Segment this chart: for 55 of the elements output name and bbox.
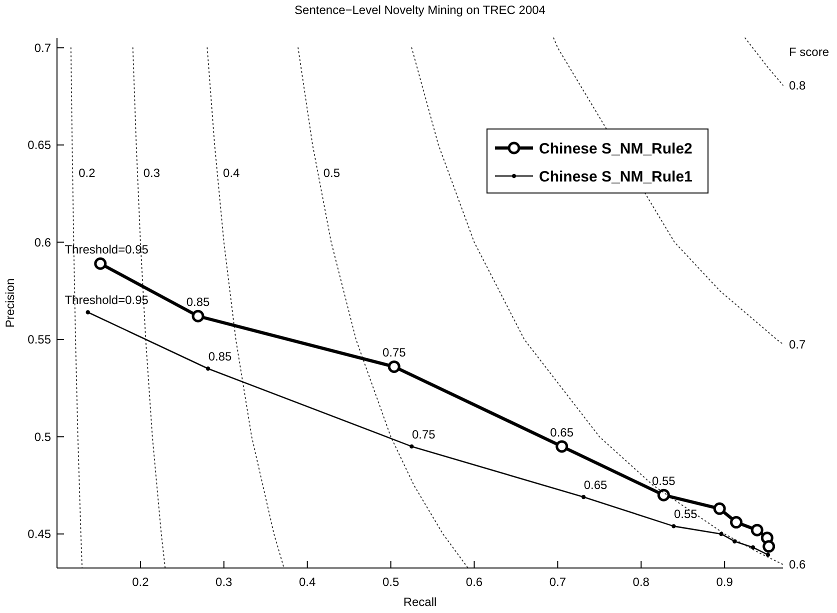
y-tick-label: 0.55 (28, 332, 52, 347)
legend-label: Chinese S_NM_Rule1 (539, 168, 692, 186)
y-tick-label: 0.6 (34, 235, 52, 250)
point (750, 545, 756, 550)
x-tick-label: 0.7 (549, 575, 566, 589)
annotation: 0.6 (789, 558, 806, 572)
point (94, 257, 107, 270)
x-tick-label: 0.3 (216, 575, 233, 589)
annotation: 0.3 (143, 166, 160, 180)
annotation: 0.55 (674, 507, 698, 522)
point (762, 540, 776, 553)
y-axis-title: Precision (3, 278, 17, 328)
y-tick-label: 0.7 (34, 40, 52, 55)
point (750, 524, 764, 536)
point (713, 502, 726, 515)
annotation: 0.4 (223, 166, 240, 180)
x-tick-label: 0.4 (299, 575, 316, 589)
annotation: 0.65 (550, 425, 574, 440)
point (556, 440, 568, 453)
y-tick-label: 0.5 (34, 430, 52, 444)
x-tick-label: 0.9 (716, 575, 734, 589)
point (206, 366, 210, 371)
legend-label: Chinese S_NM_Rule2 (539, 140, 692, 158)
annotation: Threshold=0.95 (64, 293, 149, 308)
point (192, 310, 204, 322)
point (730, 516, 743, 529)
point (581, 494, 586, 500)
annotation: 0.75 (412, 427, 436, 442)
y-tick-label: 0.65 (28, 138, 52, 152)
x-tick-label: 0.6 (466, 575, 483, 589)
x-tick-label: 0.5 (382, 575, 400, 589)
point (410, 444, 414, 449)
annotation: 0.85 (186, 295, 210, 310)
annotation: 0.65 (584, 478, 608, 492)
point (657, 488, 670, 502)
point (86, 310, 90, 314)
point (388, 360, 400, 373)
annotation: 0.5 (323, 166, 340, 180)
annotation: 0.2 (78, 166, 96, 180)
annotation: 0.75 (382, 346, 406, 360)
text: F score (789, 45, 830, 59)
y-tick-label: 0.45 (28, 527, 52, 542)
annotation: 0.7 (789, 337, 806, 352)
annotation: 0.8 (789, 78, 806, 92)
x-tick-label: 0.2 (132, 575, 150, 589)
point (766, 552, 770, 557)
point (672, 524, 676, 528)
chart-title: Sentence−Level Novelty Mining on TREC 2004 (294, 3, 546, 17)
annotation: 0.55 (652, 474, 676, 488)
annotation: Threshold=0.95 (64, 242, 149, 257)
x-tick-label: 0.8 (632, 575, 650, 589)
point (719, 532, 724, 536)
point (732, 539, 737, 544)
x-axis-title: Recall (403, 595, 437, 609)
annotation: 0.85 (208, 350, 232, 364)
